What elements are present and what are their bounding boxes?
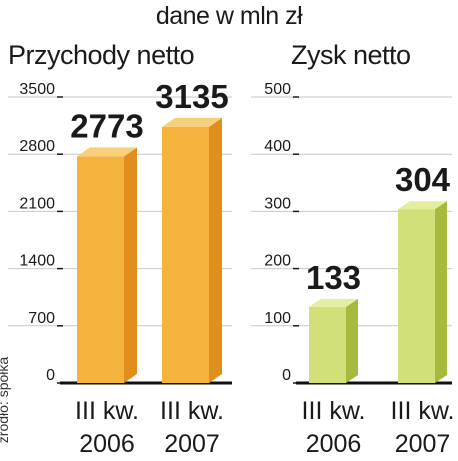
- revenue-bar-top: [162, 117, 222, 127]
- profit-ytick-label: 100: [264, 310, 291, 327]
- profit-category-label: III kw.: [391, 397, 455, 425]
- profit-category-label: 2007: [395, 430, 451, 458]
- revenue-category-label: 2006: [79, 430, 135, 458]
- revenue-value-label: 2773: [70, 107, 143, 144]
- profit-bar-side: [346, 298, 358, 383]
- revenue-bar-front: [162, 126, 209, 383]
- profit-bar-top: [309, 298, 358, 307]
- profit-ytick-label: 200: [264, 253, 291, 270]
- revenue-bar-side: [209, 117, 222, 383]
- revenue-value-label: 3135: [155, 78, 228, 115]
- revenue-category-label: III kw.: [160, 397, 224, 425]
- profit-bar-front: [398, 209, 435, 383]
- revenue-ytick-label: 2800: [19, 138, 55, 155]
- profit-category-label: 2006: [306, 430, 362, 458]
- chart-title-profit: Zysk netto: [291, 40, 411, 70]
- revenue-ytick-label: 0: [46, 367, 55, 384]
- profit-ytick-label: 400: [264, 138, 291, 155]
- profit-bar-side: [435, 201, 447, 383]
- revenue-ytick-label: 3500: [19, 81, 55, 98]
- profit-ytick-label: 300: [264, 195, 291, 212]
- revenue-bar-side: [124, 147, 137, 383]
- profit-value-label: 133: [306, 259, 361, 296]
- revenue-ytick-label: 2100: [19, 195, 55, 212]
- profit-bar-front: [309, 306, 346, 383]
- profit-bar-top: [398, 201, 447, 210]
- profit-ytick-label: 500: [264, 81, 291, 98]
- revenue-category-label: III kw.: [75, 397, 139, 425]
- profit-category-label: III kw.: [302, 397, 366, 425]
- revenue-category-label: 2007: [164, 430, 220, 458]
- chart-title-revenue: Przychody netto: [8, 40, 195, 70]
- revenue-bar-top: [77, 147, 137, 157]
- revenue-ytick-label: 700: [28, 310, 55, 327]
- revenue-bar-front: [77, 156, 124, 383]
- revenue-ytick-label: 1400: [19, 253, 55, 270]
- unit-label: dane w mln zł: [155, 2, 303, 30]
- profit-value-label: 304: [395, 161, 451, 198]
- profit-ytick-label: 0: [282, 367, 291, 384]
